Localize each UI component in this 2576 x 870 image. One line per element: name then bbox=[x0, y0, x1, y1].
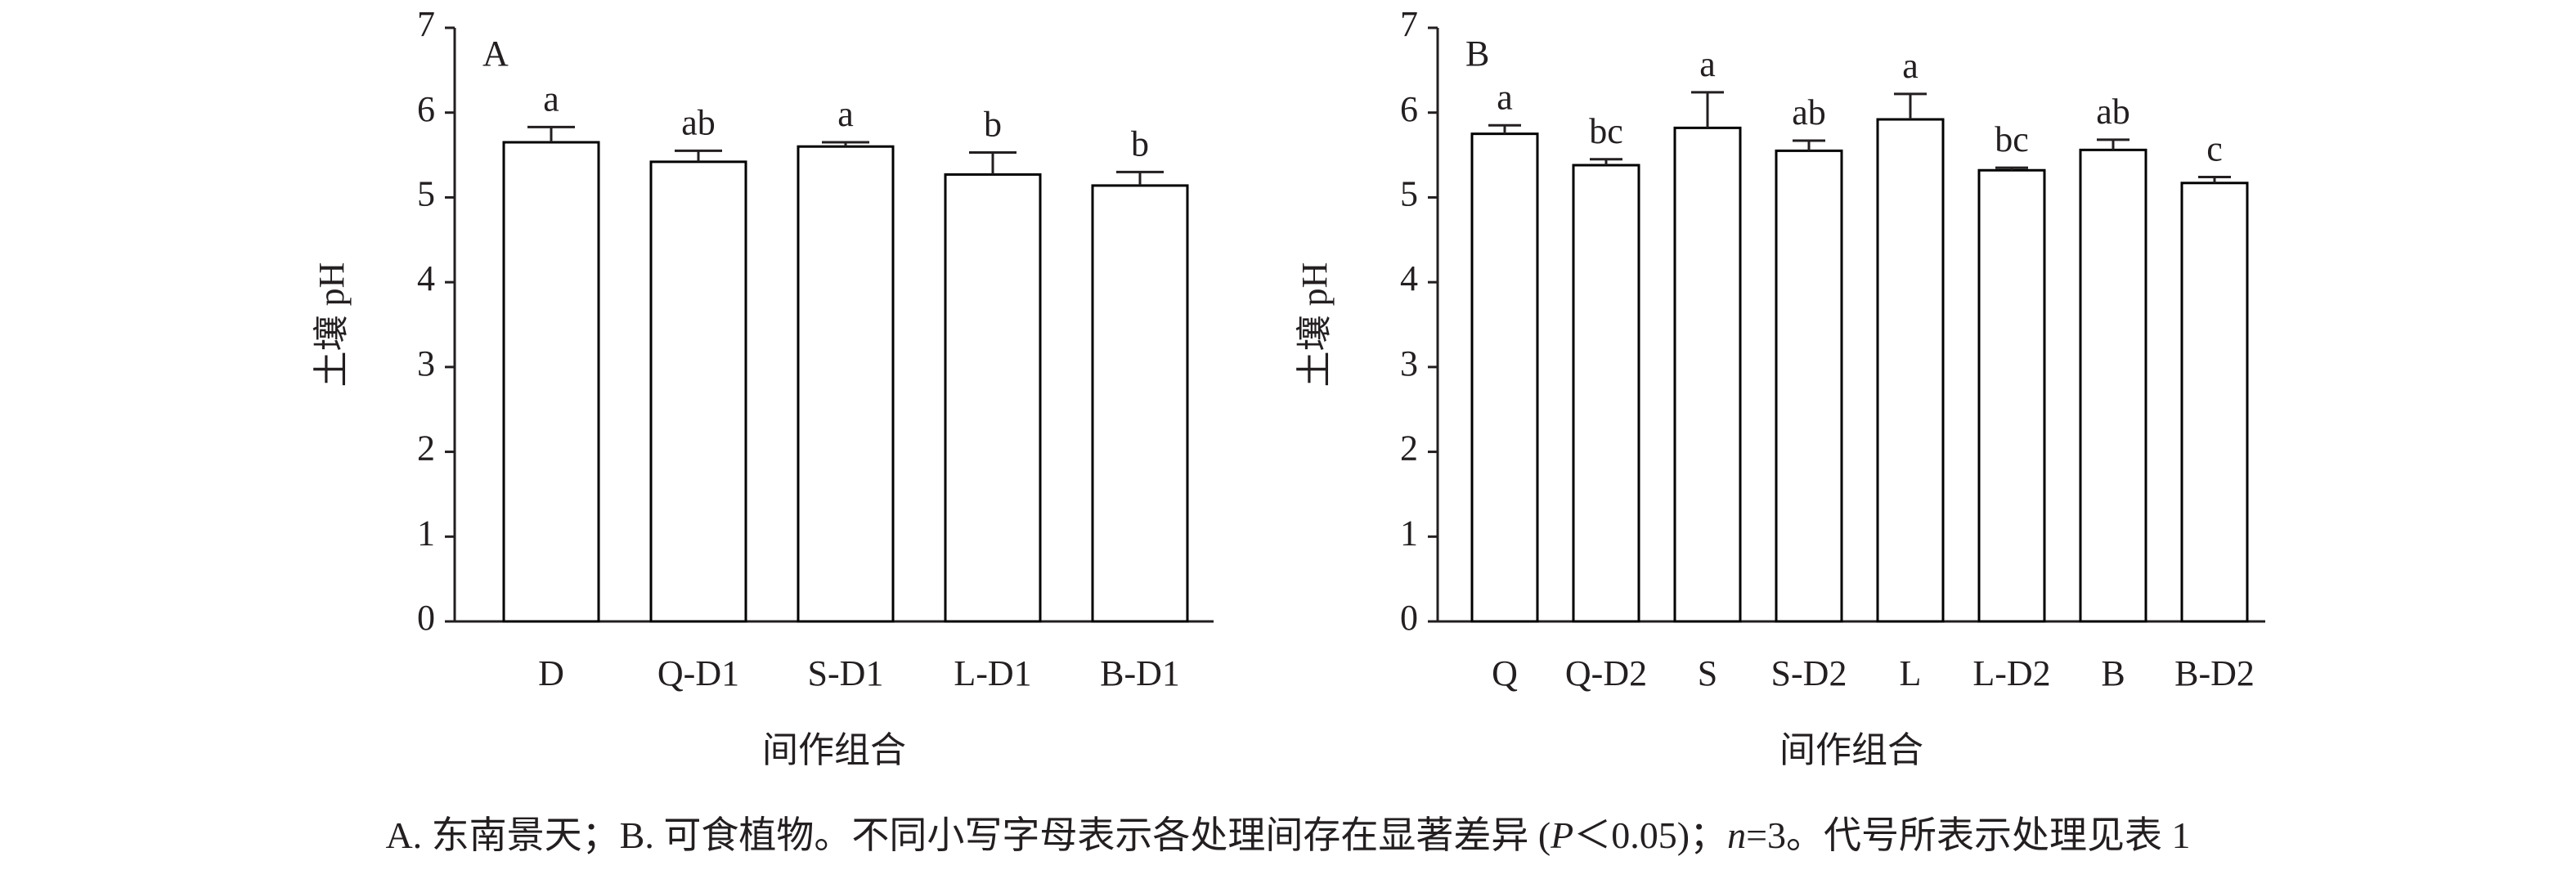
x-tick-label: Q-D2 bbox=[1565, 653, 1647, 693]
significance-letter: a bbox=[1902, 46, 1919, 86]
bar bbox=[797, 145, 895, 623]
error-bar bbox=[2097, 138, 2129, 150]
x-tick-label: L-D1 bbox=[954, 653, 1031, 693]
significance-letter: c bbox=[2206, 129, 2223, 169]
caption-part: P bbox=[1550, 814, 1573, 856]
caption-part: A. 东南景天；B. 可食植物。不同小写字母表示各处理间存在显著差异 ( bbox=[385, 814, 1551, 856]
bar bbox=[1470, 132, 1539, 623]
significance-letter: a bbox=[1497, 77, 1513, 117]
y-tick-label: 2 bbox=[417, 428, 435, 469]
x-tick-label: L bbox=[1900, 653, 1922, 693]
x-tick-label: S-D1 bbox=[808, 653, 884, 693]
x-tick-label: B bbox=[2101, 653, 2125, 693]
error-bar bbox=[1590, 158, 1622, 166]
x-tick-label: Q bbox=[1492, 653, 1518, 693]
bar bbox=[502, 141, 600, 623]
error-bar bbox=[675, 149, 722, 162]
panel-label: A bbox=[482, 34, 509, 74]
error-bar bbox=[527, 125, 575, 143]
y-tick-label: 7 bbox=[417, 4, 435, 44]
x-tick-label: Q-D1 bbox=[657, 653, 739, 693]
significance-letter: bc bbox=[1589, 111, 1623, 151]
error-bar bbox=[1793, 139, 1825, 151]
x-tick-label: S bbox=[1698, 653, 1717, 693]
bar bbox=[1977, 168, 2046, 623]
bar bbox=[649, 160, 747, 623]
y-tick-label: 1 bbox=[417, 513, 435, 553]
bar bbox=[1091, 184, 1189, 623]
significance-letter: a bbox=[543, 78, 559, 119]
caption: A. 东南景天；B. 可食植物。不同小写字母表示各处理间存在显著差异 (P＜0.… bbox=[385, 814, 2190, 856]
significance-letter: ab bbox=[681, 102, 716, 142]
y-tick-label: 3 bbox=[417, 343, 435, 383]
x-tick-label: L-D2 bbox=[1972, 653, 2050, 693]
significance-letter: b bbox=[1131, 123, 1149, 164]
y-tick-label: 4 bbox=[417, 258, 435, 298]
bar bbox=[1572, 164, 1640, 623]
y-tick-label: 3 bbox=[1400, 343, 1418, 383]
error-bar bbox=[822, 141, 869, 147]
x-tick-label: D bbox=[538, 653, 564, 693]
bar bbox=[2079, 148, 2147, 623]
bar bbox=[1673, 126, 1742, 623]
significance-letter: ab bbox=[2096, 92, 2130, 132]
y-axis-label: 土壤 pH bbox=[1295, 262, 1335, 388]
significance-letter: a bbox=[837, 94, 854, 134]
error-bar bbox=[1488, 123, 1521, 134]
y-tick-label: 0 bbox=[1400, 598, 1418, 638]
panel-label: B bbox=[1465, 34, 1489, 74]
y-tick-label: 7 bbox=[1400, 4, 1418, 44]
significance-letter: ab bbox=[1792, 92, 1826, 132]
x-tick-label: S-D2 bbox=[1771, 653, 1847, 693]
significance-letter: a bbox=[1699, 44, 1716, 84]
bar bbox=[1876, 118, 1945, 623]
y-tick-label: 2 bbox=[1400, 428, 1418, 469]
error-bar bbox=[2198, 176, 2231, 183]
x-tick-label: B-D2 bbox=[2174, 653, 2255, 693]
x-tick-label: B-D1 bbox=[1100, 653, 1180, 693]
error-bar bbox=[1995, 166, 2028, 171]
y-axis-label: 土壤 pH bbox=[312, 262, 352, 388]
error-bar bbox=[1116, 170, 1164, 186]
y-tick-label: 4 bbox=[1400, 258, 1418, 298]
error-bar bbox=[1691, 91, 1724, 128]
significance-letter: b bbox=[984, 105, 1002, 145]
y-tick-label: 6 bbox=[1400, 89, 1418, 129]
significance-letter: bc bbox=[1995, 119, 2029, 159]
y-tick-label: 6 bbox=[417, 89, 435, 129]
bar bbox=[1775, 149, 1843, 623]
error-bar bbox=[1894, 92, 1927, 120]
x-axis-label: 间作组合 bbox=[762, 730, 906, 770]
y-tick-label: 5 bbox=[1400, 174, 1418, 214]
caption-part: n bbox=[1727, 814, 1746, 856]
y-tick-label: 5 bbox=[417, 174, 435, 214]
error-bar bbox=[969, 150, 1016, 175]
caption-part: ＜0.05)； bbox=[1573, 814, 1727, 856]
caption-part: =3。代号所表示处理见表 1 bbox=[1746, 814, 2190, 856]
bar bbox=[944, 173, 1042, 623]
bar bbox=[2180, 182, 2249, 623]
y-tick-label: 0 bbox=[417, 598, 435, 638]
x-axis-label: 间作组合 bbox=[1779, 730, 1923, 770]
y-tick-label: 1 bbox=[1400, 513, 1418, 553]
